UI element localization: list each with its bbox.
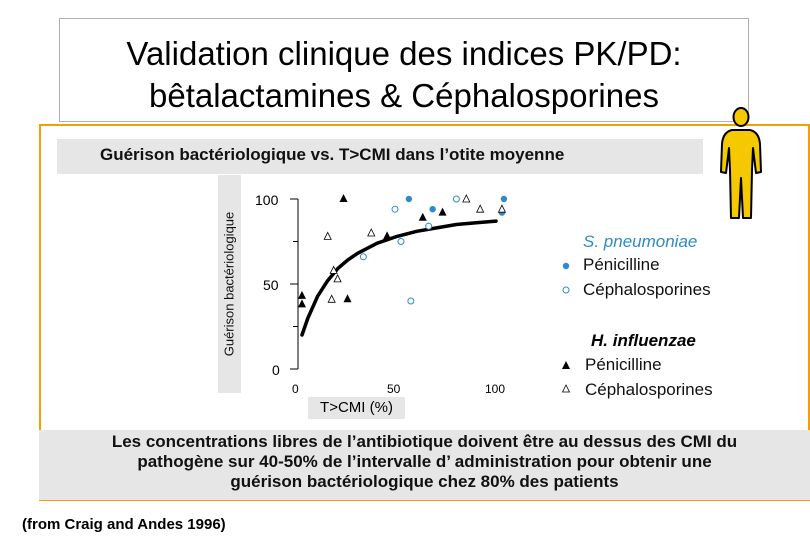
data-point-filled-triangle	[339, 194, 348, 202]
data-point-open-triangle	[323, 231, 332, 240]
data-point-filled-triangle	[297, 299, 306, 308]
x-axis-title: T>CMI (%)	[308, 397, 405, 419]
slide-title-box: Validation clinique des indices PK/PD: b…	[59, 18, 749, 122]
x-tick-label-100: 100	[485, 382, 506, 396]
source-citation: (from Craig and Andes 1996)	[22, 516, 226, 533]
data-point-filled-triangle	[297, 290, 306, 299]
data-point-open-triangle	[329, 265, 338, 274]
legend-marker-open-triangle	[561, 384, 571, 393]
fit-curve	[300, 219, 498, 337]
conclusion-text: Les concentrations libres de l’antibioti…	[39, 432, 810, 492]
data-point-filled-circle	[429, 206, 436, 213]
data-point-filled-triangle	[343, 294, 352, 303]
conclusion-line3: guérison bactériologique chez 80% des pa…	[230, 472, 619, 491]
data-point-open-triangle	[327, 294, 336, 303]
x-tick-label-50: 50	[387, 382, 401, 396]
data-point-filled-triangle	[418, 212, 427, 221]
data-point-open-circle	[359, 253, 367, 261]
legend-marker-filled-circle	[562, 262, 570, 270]
conclusion-line2: pathogène sur 40-50% de l’intervalle d’ …	[137, 452, 712, 471]
y-tick-label-100: 100	[255, 192, 279, 208]
legend-item-pneumo-cephalosporines: Céphalosporines	[583, 280, 711, 299]
legend-item-haem-cephalosporines: Céphalosporines	[585, 380, 713, 399]
data-point-filled-triangle	[438, 207, 447, 216]
data-point-filled-circle	[500, 195, 508, 203]
data-point-open-circle	[407, 297, 415, 305]
data-point-open-circle	[397, 238, 405, 245]
y-tick-label-50: 50	[263, 277, 279, 293]
data-point-open-circle	[391, 205, 399, 213]
data-point-open-circle	[452, 195, 460, 203]
y-axis-label-band	[218, 175, 241, 393]
data-point-open-triangle	[476, 204, 485, 213]
legend-marker-open-circle	[562, 286, 570, 294]
slide-title-line1: Validation clinique des indices PK/PD:	[126, 35, 682, 72]
data-point-open-triangle	[462, 194, 471, 203]
legend-group-h-influenzae: H. influenzae	[591, 331, 696, 350]
conclusion-line1: Les concentrations libres de l’antibioti…	[111, 432, 738, 451]
data-point-open-triangle	[333, 274, 342, 283]
x-tick-label-0: 0	[292, 382, 299, 396]
data-point-filled-circle	[405, 195, 413, 203]
y-tick-label-0: 0	[272, 362, 280, 378]
legend-item-pneumo-penicilline: Pénicilline	[583, 255, 660, 274]
chart-title: Guérison bactériologique vs. T>CMI dans …	[100, 145, 565, 164]
data-point-open-triangle	[367, 228, 376, 237]
legend-group-s-pneumoniae: S. pneumoniae	[583, 232, 698, 251]
data-point-open-triangle	[497, 204, 507, 213]
slide-title-line2: bêtalactamines & Céphalosporines	[149, 77, 659, 114]
subtitle-band	[57, 139, 703, 174]
legend-marker-filled-triangle	[562, 361, 570, 369]
person-figure-icon	[720, 107, 762, 219]
data-point-filled-triangle	[383, 231, 392, 240]
data-point-open-circle	[425, 222, 433, 230]
legend-item-haem-penicilline: Pénicilline	[585, 355, 662, 374]
conclusion-band	[39, 430, 810, 500]
